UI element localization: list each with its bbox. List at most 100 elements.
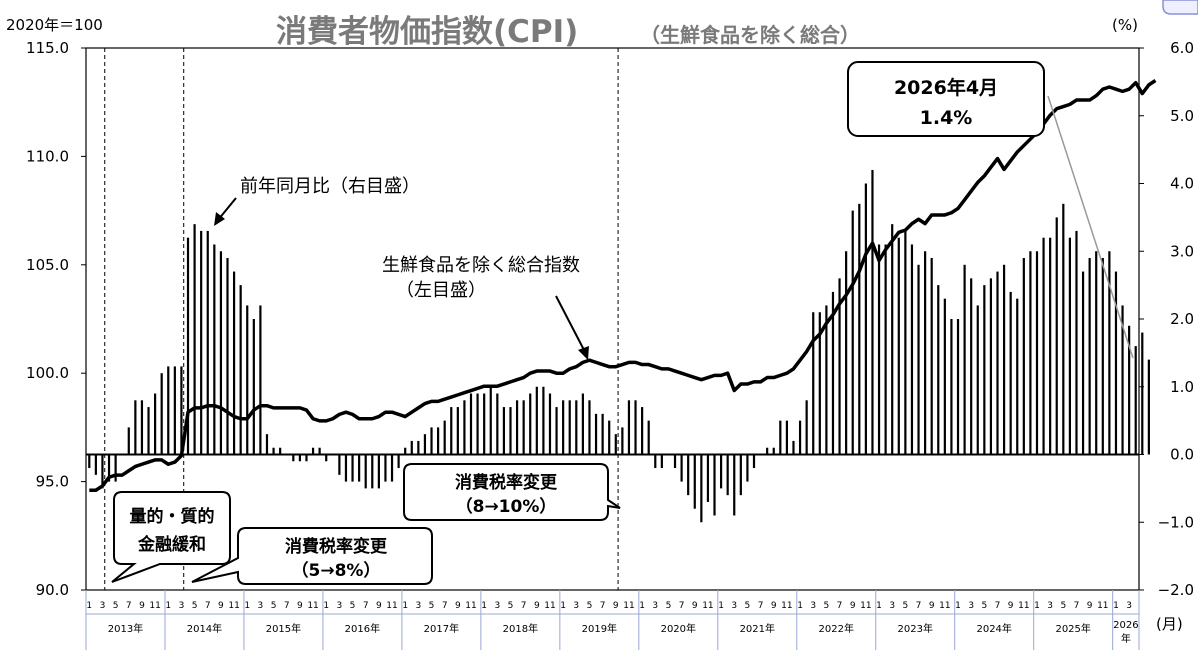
yoy-bar [476,393,479,455]
yoy-bar [483,393,486,455]
yoy-bar [265,434,269,455]
yoy-bar [1035,251,1039,455]
easing-callout-line2: 金融緩和 [137,534,206,555]
yoy-bar [364,454,367,489]
yoy-bar [647,420,650,455]
x-year-label: 2015年 [266,622,301,635]
yoy-bar [246,305,249,455]
left-axis-tick-label: 105.0 [26,256,69,274]
yoy-bar [641,407,644,455]
x-year-label: 2013年 [108,622,143,635]
x-year-label: 2016年 [345,622,380,635]
yoy-bar [180,366,183,455]
x-year-label: 2020年 [661,622,696,635]
yoy-bar [614,434,617,455]
yoy-bar [950,319,953,455]
x-month-label: 5 [192,601,198,611]
yoy-bar [502,407,506,455]
x-month-label: 9 [376,601,382,611]
latest-callout-date: 2026年4月 [894,76,998,99]
x-month-label: 7 [363,601,369,611]
yoy-bar [397,454,400,469]
x-month-label: 5 [429,601,435,611]
yoy-bar [371,454,374,489]
x-month-label: 9 [455,601,461,611]
yoy-bar [687,454,690,496]
x-year-label: 2019年 [582,622,617,635]
x-month-label: 7 [442,601,448,611]
yoy-bar [673,454,677,469]
yoy-bar [298,454,301,462]
x-month-label: 3 [968,601,974,611]
yoy-bar [384,454,387,482]
yoy-bar [1022,258,1025,455]
yoy-bar [996,271,999,455]
tax2-callout-box [403,463,621,521]
right-axis-tick-label: 2.0 [1170,310,1194,328]
x-month-label: 7 [758,601,764,611]
right-axis-tick-label: 4.0 [1170,175,1194,193]
yoy-bar [193,224,196,455]
yoy-bar [1128,325,1131,455]
x-month-label: 1 [402,601,408,611]
x-month-label: 7 [600,601,606,611]
yoy-bar [456,407,459,455]
yoy-bar [437,427,440,455]
yoy-bar [634,400,637,455]
yoy-bar [910,244,914,455]
yoy-bar [351,454,354,482]
yoy-bar [792,440,795,455]
x-month-label: 9 [139,601,145,611]
x-month-label: 1 [1113,601,1119,611]
yoy-bar [127,427,130,455]
x-month-label: 5 [350,601,356,611]
x-month-label: 11 [1097,601,1108,611]
yoy-bar [818,312,821,455]
yoy-bar [706,454,710,502]
x-year-label: 2025年 [1055,622,1090,635]
x-month-label: 5 [824,601,830,611]
yoy-bar [594,413,598,455]
yoy-bar [325,454,328,462]
x-month-label: 11 [860,601,871,611]
yoy-bar [779,420,782,455]
x-month-label: 3 [337,601,343,611]
x-month-label: 11 [149,601,160,611]
yoy-label-arrowhead [214,212,225,226]
corner-tab [1162,0,1198,15]
yoy-bar [1108,251,1111,455]
yoy-bar [726,454,729,496]
x-month-label: 7 [521,601,527,611]
x-month-label: 1 [86,601,92,611]
x-month-label: 9 [850,601,856,611]
x-month-label: 3 [1126,601,1132,611]
yoy-bar [1049,237,1052,455]
yoy-bars [88,169,1150,523]
x-month-label: 5 [1060,601,1066,611]
right-axis-tick-label: 1.0 [1170,378,1194,396]
index-label-arrowhead [578,346,589,360]
yoy-bar [798,420,802,455]
x-month-label: 7 [205,601,211,611]
x-month-label: 3 [100,601,106,611]
yoy-bar [101,454,104,489]
left-axis-tick-label: 115.0 [26,39,69,57]
x-month-label: 1 [244,601,250,611]
yoy-bar [1114,271,1118,455]
index-series-line [89,79,1157,493]
yoy-bar [469,393,473,455]
yoy-bar [279,447,282,455]
yoy-bar [956,319,960,455]
yoy-bar [812,312,815,455]
tax2-callout-line1: 消費税率変更 [455,472,558,493]
x-year-label: 2017年 [424,622,459,635]
x-month-label: 3 [573,601,579,611]
yoy-bar [1147,359,1150,455]
yoy-bar [390,454,394,482]
yoy-bar [404,447,407,455]
yoy-bar [239,285,242,455]
chart-subtitle: （生鮮食品を除く総合） [640,23,860,47]
yoy-bar [515,400,519,455]
x-year-label: 2022年 [819,622,854,635]
